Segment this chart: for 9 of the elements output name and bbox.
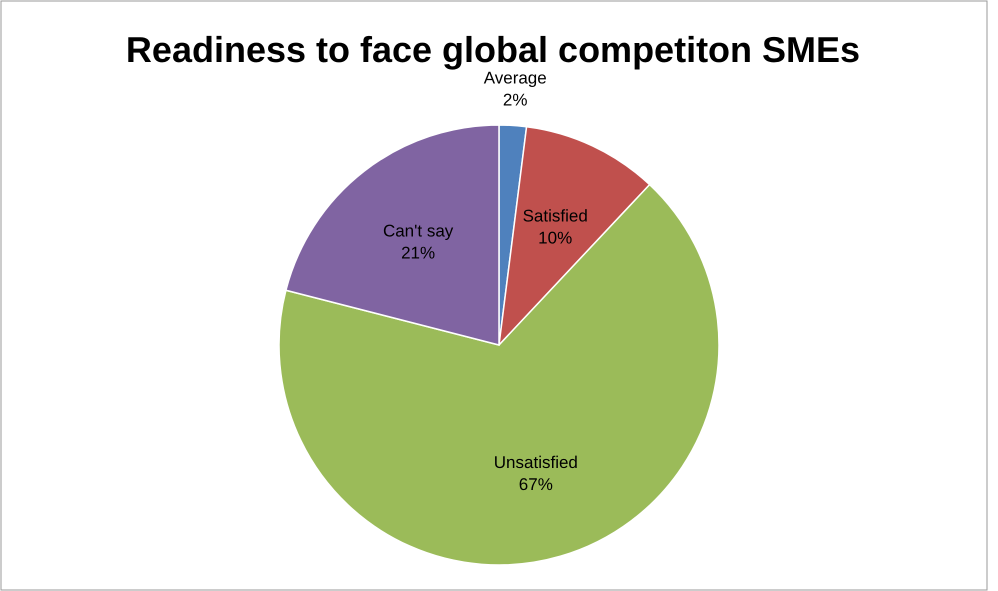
data-label: 21% (401, 244, 436, 263)
data-label: 67% (518, 474, 553, 494)
slice-label: Unsatisfied (494, 452, 578, 472)
data-label: 2% (502, 90, 528, 110)
slice-label: Satisfied (522, 206, 588, 226)
slice-label: Can't say (382, 222, 454, 241)
data-label: 10% (538, 228, 572, 248)
slice-label: Average (484, 68, 547, 88)
chart-title: Readiness to face global competiton SMEs (126, 29, 860, 70)
